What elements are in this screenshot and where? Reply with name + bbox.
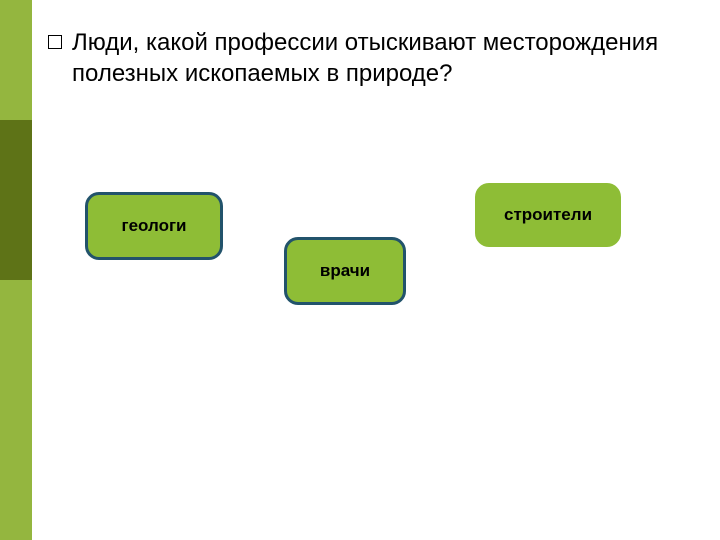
option-builders[interactable]: строители: [475, 183, 621, 247]
option-geologists[interactable]: геологи: [85, 192, 223, 260]
stripe-seg-2: [0, 280, 32, 540]
option-label: геологи: [122, 216, 187, 236]
option-label: врачи: [320, 261, 370, 281]
option-label: строители: [504, 205, 592, 225]
option-doctors[interactable]: врачи: [284, 237, 406, 305]
question-text: Люди, какой профессии отыскивают месторо…: [72, 28, 668, 89]
stripe-seg-0: [0, 0, 32, 120]
side-decorative-stripe: [0, 0, 32, 540]
bullet-icon: [48, 35, 62, 49]
stripe-seg-1: [0, 120, 32, 280]
question-block: Люди, какой профессии отыскивают месторо…: [48, 28, 668, 89]
